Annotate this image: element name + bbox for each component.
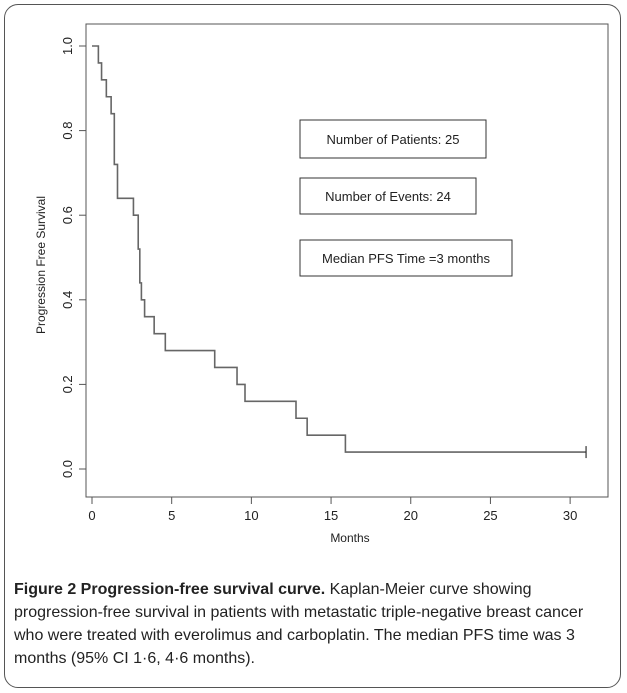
info-box-patients-text: Number of Patients: 25 xyxy=(327,132,460,147)
info-box-patients: Number of Patients: 25 xyxy=(299,119,487,159)
figure-frame xyxy=(4,4,621,688)
info-box-events-text: Number of Events: 24 xyxy=(325,189,451,204)
x-tick-label: 10 xyxy=(244,508,258,523)
caption-label: Figure 2 Progression-free survival curve… xyxy=(14,581,326,598)
info-box-median-text: Median PFS Time =3 months xyxy=(322,251,490,266)
x-tick-label: 0 xyxy=(88,508,95,523)
survival-curve xyxy=(92,45,587,453)
x-tick-label: 20 xyxy=(404,508,418,523)
y-tick-label: 0.0 xyxy=(60,460,75,478)
y-tick-label: 0.4 xyxy=(60,291,75,309)
caption-text: Kaplan-Meier curve showing progression-f… xyxy=(14,581,584,667)
x-axis-title: Months xyxy=(330,531,369,545)
x-tick-label: 25 xyxy=(483,508,497,523)
y-tick-label: 0.6 xyxy=(60,206,75,224)
x-tick-label: 5 xyxy=(168,508,175,523)
x-axis: 0 5 10 15 20 25 30 xyxy=(88,496,577,523)
y-axis: 0.0 0.2 0.4 0.6 0.8 1.0 xyxy=(60,37,87,478)
info-box-median: Median PFS Time =3 months xyxy=(299,239,513,277)
figure-caption: Figure 2 Progression-free survival curve… xyxy=(14,578,612,670)
y-tick-label: 1.0 xyxy=(60,37,75,55)
y-axis-title: Progression Free Survival xyxy=(34,196,48,334)
y-tick-label: 0.2 xyxy=(60,375,75,393)
info-box-events: Number of Events: 24 xyxy=(299,177,477,215)
x-tick-label: 30 xyxy=(563,508,577,523)
y-tick-label: 0.8 xyxy=(60,122,75,140)
km-chart: 0.0 0.2 0.4 0.6 0.8 1.0 0 5 10 15 20 25 30 Months P… xyxy=(34,23,609,545)
x-tick-label: 15 xyxy=(324,508,338,523)
